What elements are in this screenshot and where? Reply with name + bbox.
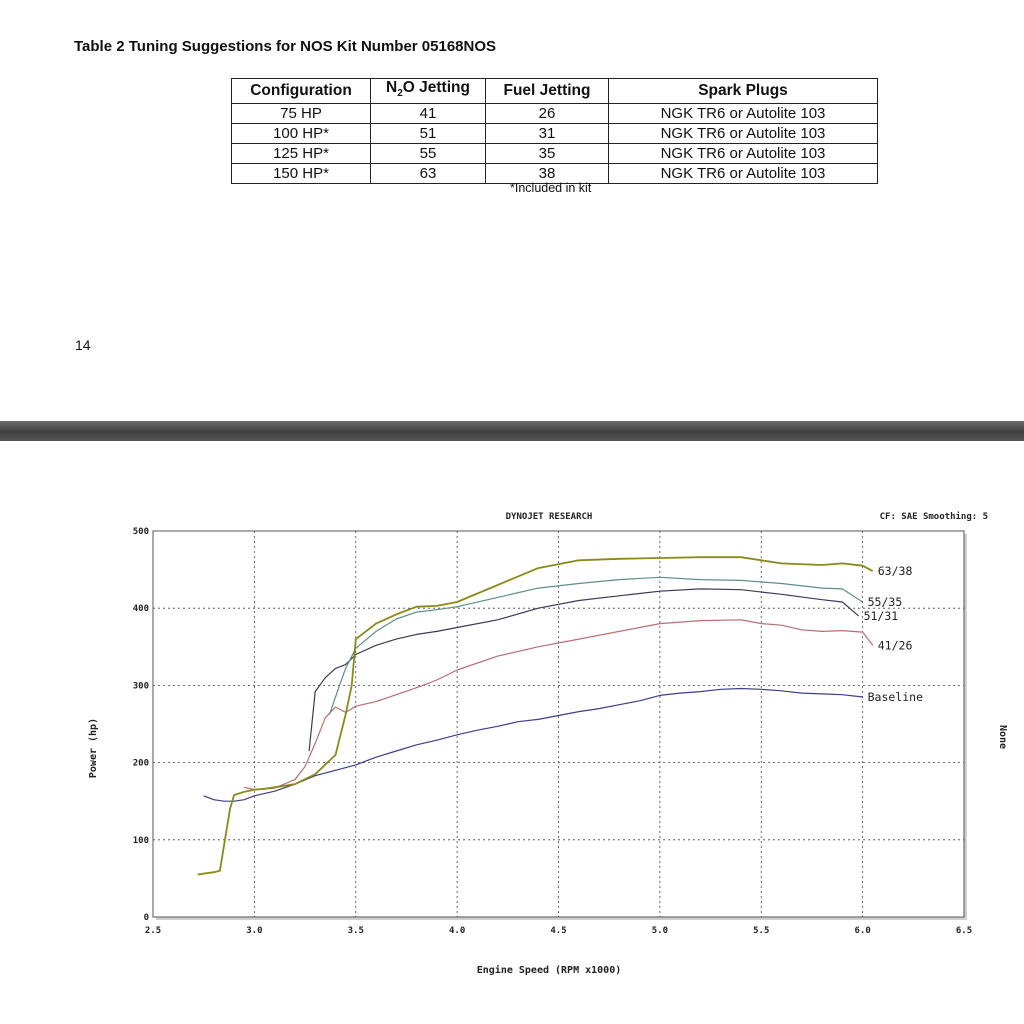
table-title: Table 2 Tuning Suggestions for NOS Kit N… bbox=[74, 38, 497, 55]
table-header-row: Configuration N2O Jetting Fuel Jetting S… bbox=[231, 77, 878, 105]
y-tick-label: 200 bbox=[133, 759, 149, 769]
header-n2o-prefix: N bbox=[386, 79, 398, 96]
series-label-baseline: Baseline bbox=[868, 690, 923, 704]
y-tick-label: 400 bbox=[133, 604, 149, 614]
cell-n2o-jetting: 41 bbox=[370, 103, 486, 125]
header-fuel-jetting: Fuel Jetting bbox=[485, 77, 609, 105]
series-label-55-35: 55/35 bbox=[868, 595, 903, 609]
table-row: 75 HP 41 26 NGK TR6 or Autolite 103 bbox=[231, 103, 878, 125]
series-label-51-31: 51/31 bbox=[864, 609, 899, 623]
cell-fuel-jetting: 35 bbox=[485, 143, 609, 165]
y-tick-label: 500 bbox=[133, 527, 149, 537]
series-line-baseline bbox=[203, 687, 863, 802]
right-axis-label: None bbox=[997, 725, 1008, 749]
series-label-41-26: 41/26 bbox=[878, 638, 913, 652]
series-line-55-35 bbox=[328, 576, 863, 715]
y-tick-label: 300 bbox=[133, 681, 149, 691]
x-tick-label: 6.5 bbox=[956, 926, 972, 936]
table-footnote: *Included in kit bbox=[510, 181, 592, 195]
cell-fuel-jetting: 38 bbox=[485, 163, 609, 185]
x-tick-label: 5.0 bbox=[652, 926, 668, 936]
cell-configuration: 150 HP* bbox=[231, 163, 371, 185]
cell-n2o-jetting: 63 bbox=[370, 163, 486, 185]
x-axis-label: Engine Speed (RPM x1000) bbox=[477, 964, 622, 976]
header-n2o-jetting: N2O Jetting bbox=[370, 77, 486, 105]
chart-subtitle: CF: SAE Smoothing: 5 bbox=[880, 511, 988, 522]
table-row: 100 HP* 51 31 NGK TR6 or Autolite 103 bbox=[231, 123, 878, 145]
y-axis-label: Power (hp) bbox=[88, 718, 99, 778]
tuning-table: Configuration N2O Jetting Fuel Jetting S… bbox=[231, 77, 878, 185]
cell-spark-plugs: NGK TR6 or Autolite 103 bbox=[608, 123, 878, 145]
x-tick-label: 4.0 bbox=[449, 926, 465, 936]
series-line-41-26 bbox=[244, 619, 874, 791]
cell-configuration: 75 HP bbox=[231, 103, 371, 125]
x-tick-label: 3.0 bbox=[246, 926, 262, 936]
dyno-chart: DYNOJET RESEARCH CF: SAE Smoothing: 5 Po… bbox=[88, 511, 1008, 976]
header-n2o-subscript: 2 bbox=[397, 88, 403, 100]
x-tick-label: 4.5 bbox=[550, 926, 566, 936]
page-number: 14 bbox=[75, 337, 91, 353]
x-tick-label: 2.5 bbox=[145, 926, 161, 936]
header-n2o-suffix: O Jetting bbox=[402, 79, 470, 96]
series-label-63-38: 63/38 bbox=[878, 564, 913, 578]
series-line-63-38 bbox=[197, 556, 874, 876]
x-tick-label: 3.5 bbox=[348, 926, 364, 936]
table-row: 125 HP* 55 35 NGK TR6 or Autolite 103 bbox=[231, 143, 878, 165]
table-row: 150 HP* 63 38 NGK TR6 or Autolite 103 bbox=[231, 163, 878, 185]
cell-configuration: 100 HP* bbox=[231, 123, 371, 145]
cell-n2o-jetting: 55 bbox=[370, 143, 486, 165]
header-spark-plugs: Spark Plugs bbox=[608, 77, 878, 105]
x-tick-label: 6.0 bbox=[854, 926, 870, 936]
cell-fuel-jetting: 31 bbox=[485, 123, 609, 145]
cell-n2o-jetting: 51 bbox=[370, 123, 486, 145]
series-line-51-31 bbox=[308, 588, 859, 752]
y-tick-label: 100 bbox=[133, 836, 149, 846]
chart-title: DYNOJET RESEARCH bbox=[506, 512, 593, 522]
cell-fuel-jetting: 26 bbox=[485, 103, 609, 125]
cell-spark-plugs: NGK TR6 or Autolite 103 bbox=[608, 103, 878, 125]
y-tick-label: 0 bbox=[144, 913, 149, 923]
cell-configuration: 125 HP* bbox=[231, 143, 371, 165]
cell-spark-plugs: NGK TR6 or Autolite 103 bbox=[608, 163, 878, 185]
x-tick-label: 5.5 bbox=[753, 926, 769, 936]
cell-spark-plugs: NGK TR6 or Autolite 103 bbox=[608, 143, 878, 165]
header-configuration: Configuration bbox=[231, 77, 371, 105]
page-divider bbox=[0, 421, 1024, 441]
